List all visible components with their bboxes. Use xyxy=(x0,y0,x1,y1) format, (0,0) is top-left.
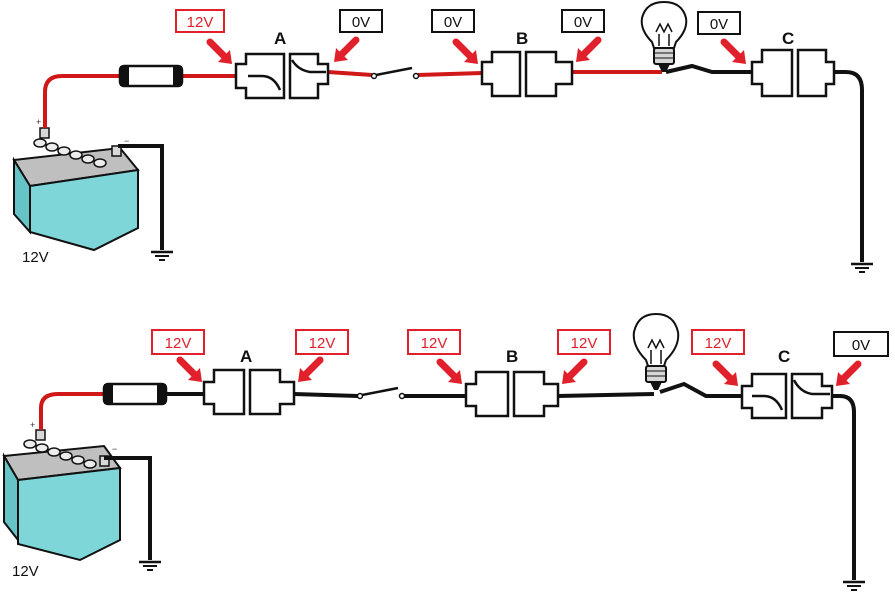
diagram-bottom: + − 12V A xyxy=(2,312,889,592)
wire-battery-negative xyxy=(104,456,152,560)
wire-bulb-to-c xyxy=(659,381,742,398)
wire-c-to-ground xyxy=(826,70,864,262)
svg-text:12V: 12V xyxy=(187,14,214,31)
callout-0v-c-input: 0V xyxy=(697,11,746,64)
svg-text:+: + xyxy=(30,420,35,430)
callout-12v-b-input: 12V xyxy=(407,329,462,384)
ground-icon xyxy=(841,580,867,592)
callout-12v-a-output: 12V xyxy=(296,329,349,382)
wire-battery-positive xyxy=(43,74,122,128)
svg-text:+: + xyxy=(36,117,41,127)
switch-icon xyxy=(356,386,406,400)
connector-a-label: A xyxy=(240,347,252,366)
wire-battery-negative xyxy=(118,144,164,250)
svg-text:−: − xyxy=(124,136,129,146)
battery-icon: + − xyxy=(12,117,140,252)
arrow-icon xyxy=(716,364,738,386)
connector-b xyxy=(480,50,574,98)
ground-icon xyxy=(149,250,175,262)
connector-c xyxy=(740,372,834,420)
svg-text:12V: 12V xyxy=(571,335,598,352)
connector-a-label: A xyxy=(274,29,286,48)
connector-a xyxy=(234,52,330,100)
svg-text:0V: 0V xyxy=(444,14,462,31)
arrow-icon xyxy=(836,364,858,386)
switch-icon xyxy=(370,66,420,80)
fuse-icon xyxy=(102,382,168,406)
arrow-icon xyxy=(180,360,202,382)
callout-0v-b-output: 0V xyxy=(561,9,605,62)
svg-text:0V: 0V xyxy=(852,337,870,354)
svg-text:−: − xyxy=(112,444,117,454)
arrow-icon xyxy=(440,362,462,384)
arrow-icon xyxy=(210,42,232,64)
battery-voltage-label: 12V xyxy=(22,249,49,266)
ground-icon xyxy=(849,262,875,274)
fuse-icon xyxy=(118,64,184,88)
svg-text:12V: 12V xyxy=(705,335,732,352)
svg-text:0V: 0V xyxy=(710,16,728,33)
arrow-icon xyxy=(334,40,356,62)
connector-c-label: C xyxy=(782,29,794,48)
connector-c xyxy=(750,48,836,98)
bulb-icon xyxy=(640,0,688,72)
arrow-icon xyxy=(456,42,478,64)
svg-text:0V: 0V xyxy=(574,14,592,31)
connector-b-label: B xyxy=(506,347,518,366)
battery-voltage-label: 12V xyxy=(12,563,39,580)
battery-icon: + − xyxy=(2,420,122,562)
callout-0v-b-input: 0V xyxy=(431,9,478,64)
wire-c-to-ground xyxy=(832,394,856,580)
callout-0v-a-output: 0V xyxy=(334,9,383,62)
wire-battery-positive xyxy=(39,392,106,430)
ground-icon xyxy=(137,560,163,572)
svg-text:12V: 12V xyxy=(309,335,336,352)
arrow-icon xyxy=(562,362,584,384)
connector-c-label: C xyxy=(778,347,790,366)
wire-switch-to-b xyxy=(417,71,483,77)
svg-text:0V: 0V xyxy=(352,14,370,31)
wire-b-to-bulb xyxy=(557,392,655,398)
connector-a xyxy=(202,368,296,416)
connector-b-label: B xyxy=(516,29,528,48)
bulb-icon xyxy=(632,312,680,390)
wire-a-to-switch xyxy=(293,392,359,398)
callout-12v-a-input: 12V xyxy=(151,329,204,382)
callout-12v-c-input: 12V xyxy=(691,329,745,386)
arrow-icon xyxy=(724,42,746,64)
wire-bulb-to-c xyxy=(665,63,752,74)
callout-12v-a-input: 12V xyxy=(175,9,232,64)
connector-b xyxy=(464,370,560,418)
arrow-icon xyxy=(576,40,598,62)
callout-0v-c-output: 0V xyxy=(834,331,889,386)
diagram-top: + − 12V A xyxy=(12,0,875,274)
arrow-icon xyxy=(298,360,320,382)
svg-text:12V: 12V xyxy=(165,335,192,352)
callout-12v-b-output: 12V xyxy=(557,329,611,384)
wire-a-to-switch xyxy=(327,70,373,77)
svg-text:12V: 12V xyxy=(421,335,448,352)
